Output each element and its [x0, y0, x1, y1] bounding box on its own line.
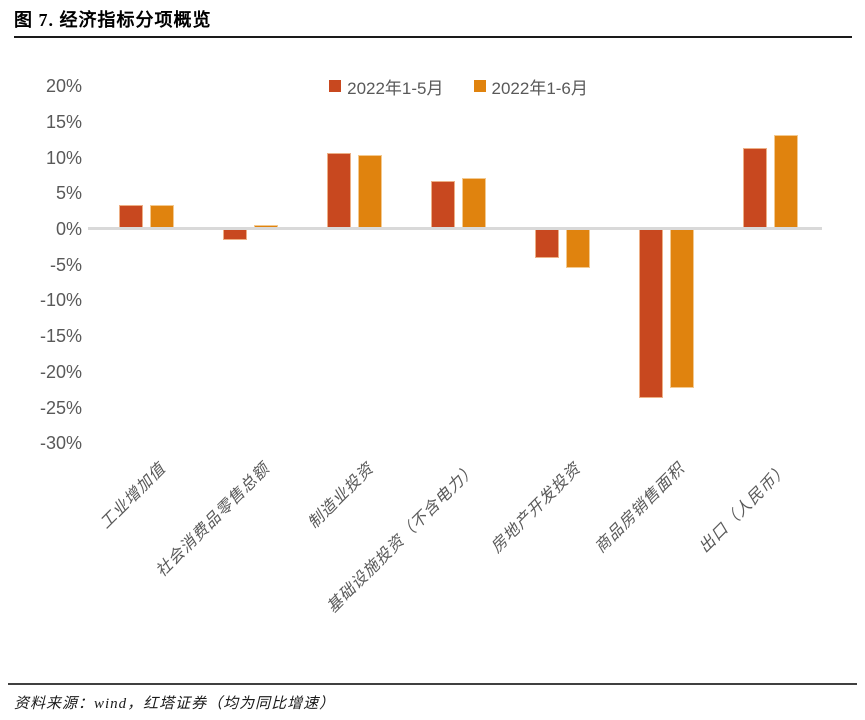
bar — [431, 181, 455, 229]
y-tick-label: -20% — [39, 361, 82, 382]
legend-item-2022-1-6: 2022年1-6月 — [473, 74, 588, 99]
x-category-label: 房地产开发投资 — [488, 460, 585, 557]
bar — [534, 229, 559, 258]
bar — [565, 229, 590, 268]
y-tick-label: 20% — [45, 76, 82, 97]
y-tick-label: 0% — [55, 219, 82, 239]
bar — [119, 205, 144, 229]
y-tick-label: -30% — [39, 433, 82, 454]
figure-title: 图 7. 经济指标分项概览 — [14, 10, 212, 30]
bar — [742, 148, 767, 229]
figure-title-bar: 图 7. 经济指标分项概览 — [14, 6, 852, 38]
chart-legend: 2022年1-5月 2022年1-6月 — [95, 74, 822, 98]
bar — [358, 155, 383, 229]
legend-swatch-orange-icon — [473, 80, 486, 92]
y-tick-label: 5% — [55, 183, 82, 204]
y-tick-label: -15% — [39, 326, 82, 347]
bar — [223, 229, 248, 240]
x-category-label: 商品房销售面积 — [592, 460, 689, 557]
bar — [638, 229, 663, 398]
y-tick-label: 15% — [45, 111, 82, 132]
bar — [150, 205, 175, 229]
footer-divider — [8, 683, 857, 685]
source-note: 资料来源：wind，红塔证券（均为同比增速） — [14, 696, 336, 712]
bar — [773, 135, 798, 229]
x-category-label: 出口（人民币） — [696, 460, 793, 557]
y-tick-label: -10% — [39, 290, 82, 311]
x-axis-line — [88, 227, 822, 230]
y-axis-tick-labels: 20% 15% 10% 5% 0% -5% -10% -15% -20% -25% -30% — [10, 0, 82, 470]
y-tick-label: -5% — [49, 254, 82, 275]
y-tick-label: -25% — [39, 397, 82, 418]
y-tick-label: 10% — [45, 147, 82, 168]
bar — [462, 178, 486, 229]
legend-swatch-red-icon — [329, 80, 342, 92]
legend-label: 2022年1-6月 — [491, 78, 588, 98]
legend-label: 2022年1-5月 — [347, 78, 444, 98]
bar — [669, 229, 694, 388]
legend-item-2022-1-5: 2022年1-5月 — [329, 74, 444, 99]
plot-area — [119, 135, 798, 398]
bar — [327, 153, 352, 229]
